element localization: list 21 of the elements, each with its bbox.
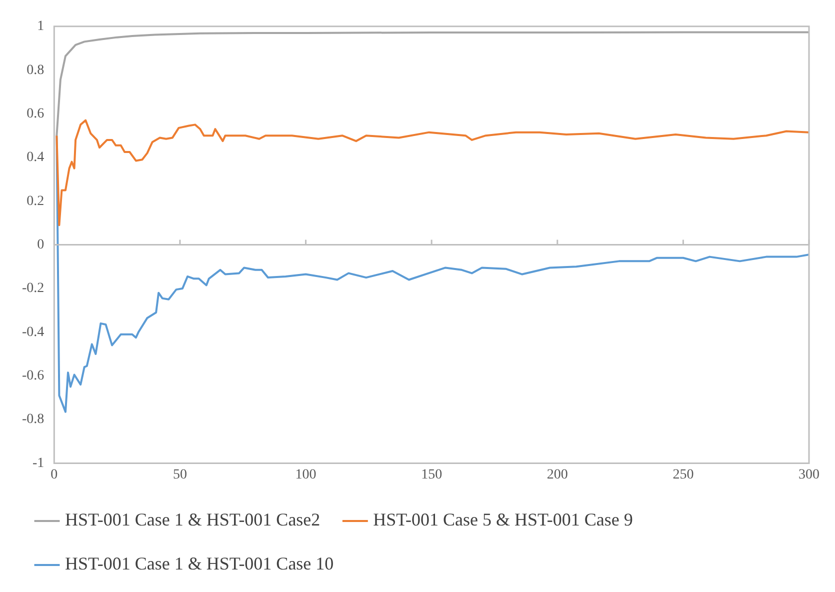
y-tick-label: -0.6	[22, 368, 44, 384]
x-tick-label: 150	[421, 467, 442, 482]
x-tick-label: 0	[50, 467, 58, 482]
x-tick-label: 300	[798, 467, 820, 482]
y-tick-label: 0.4	[26, 150, 44, 166]
y-tick-label: 0.8	[26, 62, 44, 78]
x-tick-label: 100	[295, 467, 316, 482]
y-tick-label: 1	[37, 19, 44, 34]
x-tick-label: 200	[546, 467, 568, 482]
y-tick-label: 0.6	[26, 106, 44, 122]
legend-label: HST-001 Case 1 & HST-001 Case 10	[65, 554, 334, 574]
legend-label: HST-001 Case 1 & HST-001 Case2	[65, 510, 320, 530]
x-tick-label: 250	[672, 467, 694, 482]
y-tick-label: -0.2	[22, 281, 44, 296]
y-tick-label: 0	[37, 237, 44, 252]
x-tick-label: 50	[172, 467, 187, 482]
y-tick-label: -1	[32, 456, 44, 471]
legend-label: HST-001 Case 5 & HST-001 Case 9	[373, 510, 633, 530]
y-tick-label: -0.8	[22, 412, 44, 428]
y-tick-label: -0.4	[22, 324, 44, 340]
y-tick-label: 0.2	[26, 194, 44, 209]
